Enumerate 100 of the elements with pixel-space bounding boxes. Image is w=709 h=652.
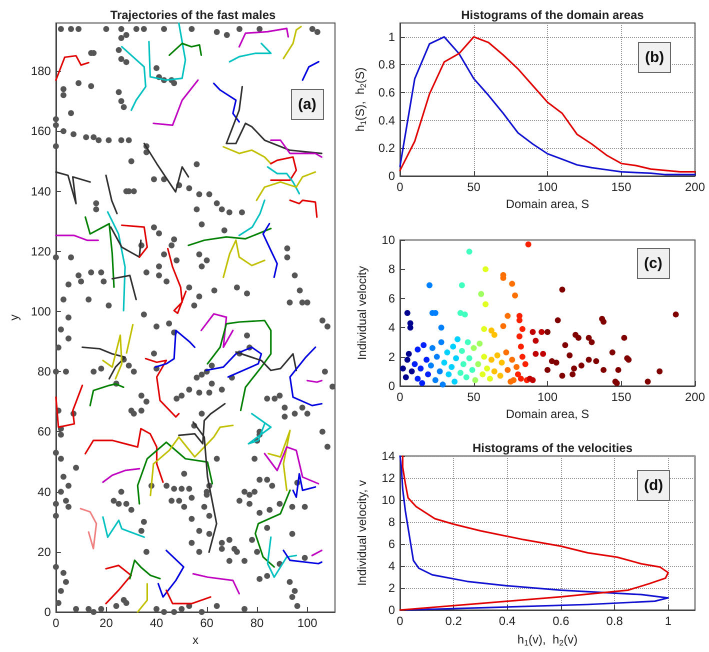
y-tick-label: 100	[30, 304, 52, 318]
x-tick-label: 100	[297, 616, 318, 630]
line-series	[248, 412, 272, 445]
y-tick-label: 2	[388, 350, 396, 364]
line-series	[84, 216, 115, 288]
line-series	[235, 351, 298, 372]
chart-title: Trajectories of the fast males	[110, 8, 276, 22]
line-series	[238, 200, 266, 236]
line-series	[282, 550, 322, 564]
x-axis-title: x	[192, 633, 198, 647]
y-tick-label: 8	[388, 515, 396, 529]
x-tick-label: 0	[52, 616, 60, 630]
y-tick-label: 0.2	[378, 141, 396, 156]
line-series	[55, 54, 90, 81]
line-series	[82, 346, 126, 380]
y-tick-label: 180	[30, 64, 52, 78]
y-tick-label: 0	[388, 169, 396, 183]
x-axis-title: Domain area, S	[506, 197, 590, 211]
chart-title: Histograms of the domain areas	[461, 8, 644, 22]
y-tick-label: 0	[388, 379, 396, 393]
line-series	[264, 446, 320, 484]
line-series	[289, 346, 322, 406]
line-series	[136, 441, 214, 505]
line-series	[254, 489, 291, 568]
y-tick-label: 160	[30, 124, 52, 138]
y-tick-label: 0	[44, 605, 52, 619]
line-series	[143, 142, 190, 193]
annotation: (a)	[298, 96, 316, 113]
y-tick-label: 8	[388, 262, 396, 276]
x-axis-title: Domain area, S	[506, 407, 590, 421]
x-tick-label: 20	[100, 616, 114, 630]
line-series	[110, 226, 142, 258]
y-axis-title: Individual velocity, v	[355, 480, 369, 586]
line-series	[222, 239, 266, 278]
x-tick-label: 50	[467, 180, 481, 194]
y-tick-label: 6	[388, 291, 396, 306]
line-series	[200, 313, 234, 348]
line-series	[157, 550, 184, 598]
line-series	[120, 224, 148, 258]
y-tick-label: 0.6	[378, 86, 396, 100]
line-series	[270, 156, 298, 181]
line-series	[256, 171, 316, 202]
y-axis-title: y	[7, 314, 21, 320]
y-axis-title: Individual velocity	[355, 266, 369, 360]
line-series	[188, 228, 272, 246]
y-tick-label: 10	[382, 493, 396, 507]
x-tick-label: 60	[200, 616, 214, 630]
y-tick-label: 6	[388, 537, 396, 551]
x-tick-label: 0.2	[445, 614, 462, 628]
y-tick-label: 140	[30, 184, 52, 198]
line-series	[238, 28, 290, 48]
x-tick-label: 0	[396, 390, 404, 404]
x-tick-label: 0.6	[552, 614, 570, 628]
y-tick-label: 1	[388, 30, 396, 44]
x-tick-label: 1	[664, 614, 672, 628]
y-tick-label: 12	[382, 471, 396, 485]
line-series	[228, 42, 272, 63]
annotation: (d)	[644, 477, 664, 494]
y-tick-label: 60	[38, 424, 52, 439]
x-tick-label: 150	[611, 390, 632, 404]
x-tick-label: 100	[537, 390, 558, 404]
line-series	[262, 222, 278, 278]
x-tick-label: 0.8	[606, 614, 624, 628]
line-series	[292, 472, 316, 498]
y-tick-label: 4	[388, 559, 396, 573]
line-series	[102, 516, 145, 538]
line-series	[213, 82, 240, 123]
line-series	[106, 211, 126, 312]
line-series	[150, 424, 234, 496]
x-tick-label: 0	[396, 180, 404, 194]
line-series	[192, 573, 240, 594]
line-series	[226, 86, 322, 154]
y-tick-label: 40	[38, 484, 52, 499]
annotation: (c)	[644, 255, 662, 272]
chart-title: Histograms of the velocities	[472, 441, 633, 455]
annotation: (b)	[645, 49, 664, 66]
line-series	[289, 200, 318, 218]
y-tick-label: 0.8	[378, 58, 396, 72]
x-tick-label: 0	[396, 614, 404, 628]
line-series	[266, 166, 300, 194]
y-tick-label: 20	[38, 544, 52, 559]
line-series	[152, 79, 199, 126]
x-tick-label: 200	[684, 180, 706, 194]
y-tick-label: 80	[38, 364, 52, 379]
line-series	[266, 536, 298, 578]
line-series	[105, 564, 132, 604]
line-series	[222, 146, 272, 164]
y-tick-label: 14	[382, 449, 396, 463]
line-series	[268, 430, 291, 492]
line-series	[80, 508, 98, 550]
x-tick-label: 200	[684, 390, 706, 404]
line-series	[55, 171, 91, 204]
y-tick-label: 10	[382, 233, 396, 247]
x-tick-label: 150	[611, 180, 632, 194]
x-tick-label: 40	[150, 616, 164, 630]
line-series	[282, 26, 302, 60]
line-series	[129, 560, 161, 580]
x-tick-label: 80	[250, 616, 264, 630]
y-tick-label: 4	[388, 320, 396, 335]
y-tick-label: 0.4	[378, 113, 396, 128]
